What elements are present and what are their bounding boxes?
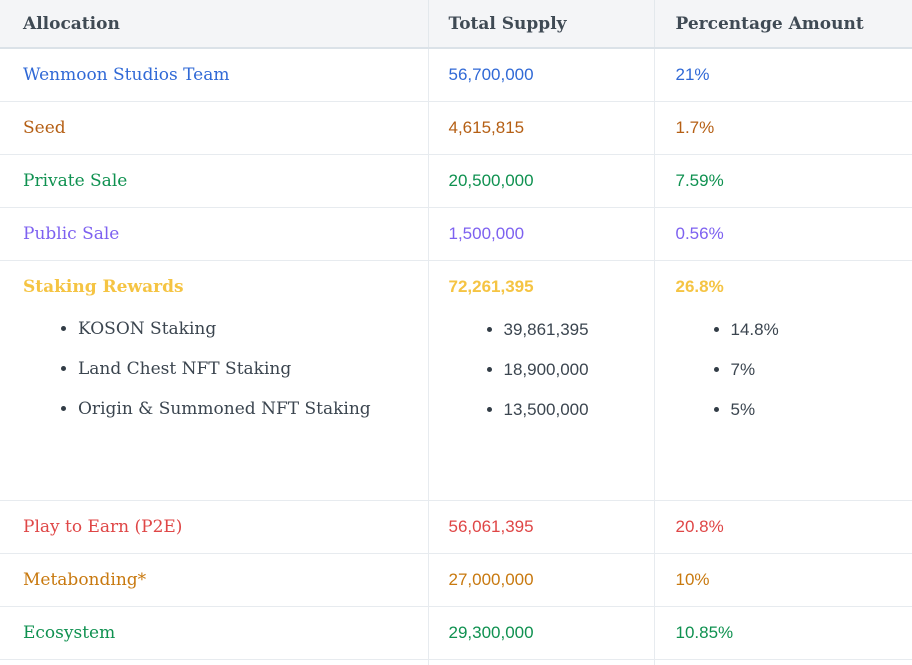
column-header-total-supply: Total Supply (428, 0, 655, 49)
table-row: Staking Rewards KOSON Staking Land Chest N… (0, 260, 912, 501)
supply-cell-value: 4,615,815 (448, 118, 525, 137)
percentage-cell: 26.8% 14.8% 7% 5% (654, 260, 912, 501)
percentage-cell-value: 26.8% (675, 277, 724, 296)
percentage-cell: 7.59% (654, 154, 912, 208)
table-row: Wenmoon Studios Team 56,700,000 21% (0, 48, 912, 102)
allocation-cell: Staking Rewards KOSON Staking Land Chest N… (0, 260, 429, 501)
sub-item: KOSON Staking (78, 319, 427, 340)
sub-item-list: KOSON Staking Land Chest NFT Staking Origi… (23, 319, 427, 420)
supply-cell-value: 72,261,395 (448, 277, 534, 296)
percentage-cell-value: 1.7% (675, 118, 715, 137)
supply-cell: 29,300,000 (428, 606, 655, 660)
sub-item: 5% (731, 399, 912, 420)
table-row: Ecosystem 29,300,000 10.85% (0, 606, 912, 660)
allocation-cell: Burned (0, 659, 429, 665)
percentage-cell: 20.8% (654, 500, 912, 554)
sub-item: 18,900,000 (504, 359, 653, 380)
allocation-cell: Metabonding* (0, 553, 429, 607)
supply-cell: 20,500,000 (428, 154, 655, 208)
allocation-cell: Private Sale (0, 154, 429, 208)
sub-item: 13,500,000 (504, 399, 653, 420)
allocation-cell: Public Sale (0, 207, 429, 261)
allocation-cell: Ecosystem (0, 606, 429, 660)
supply-cell-value: 20,500,000 (448, 171, 534, 190)
percentage-cell-value: 10% (675, 570, 710, 589)
percentage-cell: 0.56% (654, 207, 912, 261)
percentage-cell-value: 20.8% (675, 517, 724, 536)
supply-cell-value: 56,061,395 (448, 517, 534, 536)
header-row: Allocation Total Supply Percentage Amoun… (0, 0, 912, 49)
percentage-cell: 21% (654, 48, 912, 102)
allocation-cell-value: Ecosystem (23, 623, 116, 643)
supply-cell: 2,061,395 (428, 659, 655, 665)
allocation-cell-value: Private Sale (23, 171, 128, 191)
allocation-cell-value: Play to Earn (P2E) (23, 517, 183, 537)
sub-item: 39,861,395 (504, 319, 653, 340)
percentage-cell-value: 10.85% (675, 623, 734, 642)
supply-cell: 72,261,395 39,861,395 18,900,000 13,500,000 (428, 260, 655, 501)
supply-cell-value: 29,300,000 (448, 623, 534, 642)
percentage-cell: 10% (654, 553, 912, 607)
table-row: Public Sale 1,500,000 0.56% (0, 207, 912, 261)
allocation-cell-value: Wenmoon Studios Team (23, 65, 230, 85)
allocation-cell-value: Public Sale (23, 224, 120, 244)
supply-cell: 56,061,395 (428, 500, 655, 554)
table-row: Play to Earn (P2E) 56,061,395 20.8% (0, 500, 912, 554)
supply-cell-value: 1,500,000 (448, 224, 525, 243)
table-row: Metabonding* 27,000,000 10% (0, 553, 912, 607)
column-header-allocation: Allocation (0, 0, 429, 49)
sub-item: Land Chest NFT Staking (78, 359, 427, 380)
supply-cell: 56,700,000 (428, 48, 655, 102)
sub-item-list: 14.8% 7% 5% (676, 319, 912, 420)
table-row: Burned2,061,3950.8% (0, 659, 912, 665)
percentage-cell-value: 7.59% (675, 171, 724, 190)
supply-cell: 27,000,000 (428, 553, 655, 607)
sub-item-list: 39,861,395 18,900,000 13,500,000 (449, 319, 653, 420)
table-row: Private Sale 20,500,000 7.59% (0, 154, 912, 208)
table-row: Seed 4,615,815 1.7% (0, 101, 912, 155)
percentage-cell-value: 0.56% (675, 224, 724, 243)
allocation-cell-value: Metabonding* (23, 570, 147, 590)
supply-cell-value: 56,700,000 (448, 65, 534, 84)
supply-cell-value: 27,000,000 (448, 570, 534, 589)
sub-item: 7% (731, 359, 912, 380)
allocation-cell-value: Seed (23, 118, 66, 138)
sub-item: 14.8% (731, 319, 912, 340)
column-header-percentage-amount: Percentage Amount (654, 0, 912, 49)
table-body: Wenmoon Studios Team 56,700,000 21% Seed 4,6… (0, 48, 912, 665)
percentage-cell: 1.7% (654, 101, 912, 155)
supply-cell: 4,615,815 (428, 101, 655, 155)
supply-cell: 1,500,000 (428, 207, 655, 261)
percentage-cell-value: 21% (675, 65, 710, 84)
percentage-cell: 10.85% (654, 606, 912, 660)
allocation-cell: Seed (0, 101, 429, 155)
allocation-cell: Play to Earn (P2E) (0, 500, 429, 554)
allocation-cell-value: Staking Rewards (23, 277, 184, 297)
allocation-cell: Wenmoon Studios Team (0, 48, 429, 102)
table-header: Allocation Total Supply Percentage Amoun… (0, 0, 912, 49)
percentage-cell: 0.8% (654, 659, 912, 665)
sub-item: Origin & Summoned NFT Staking (78, 399, 427, 420)
